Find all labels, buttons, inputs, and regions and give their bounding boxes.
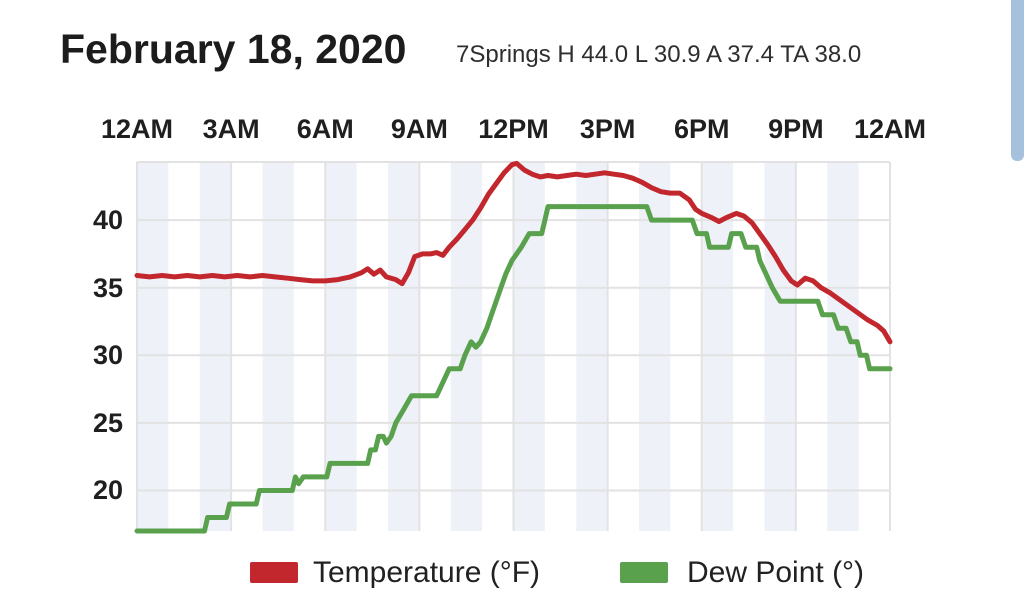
y-tick-label: 20 bbox=[92, 475, 123, 506]
x-tick-label: 9AM bbox=[390, 114, 448, 144]
x-tick-label: 9PM bbox=[768, 114, 824, 144]
y-tick-label: 25 bbox=[92, 407, 123, 438]
y-tick-label: 30 bbox=[92, 340, 123, 371]
hour-stripe bbox=[325, 162, 357, 531]
temperature-swatch-icon bbox=[250, 562, 298, 583]
scrollbar-thumb[interactable] bbox=[1011, 0, 1024, 161]
x-tick-label: 6AM bbox=[296, 114, 354, 144]
y-tick-label: 40 bbox=[92, 205, 123, 236]
dew-point-legend-label: Dew Point (°) bbox=[687, 556, 865, 589]
hour-stripe bbox=[262, 162, 294, 531]
page-title: February 18, 2020 bbox=[60, 26, 407, 72]
hour-stripe bbox=[137, 162, 169, 531]
x-tick-label: 3PM bbox=[579, 114, 636, 144]
x-tick-label: 12AM bbox=[853, 114, 927, 144]
hour-stripe bbox=[827, 162, 859, 531]
x-tick-label: 3AM bbox=[202, 114, 260, 144]
hour-stripe bbox=[576, 162, 608, 531]
hour-stripe bbox=[388, 162, 420, 531]
hour-stripe bbox=[639, 162, 671, 531]
x-tick-label: 6PM bbox=[673, 114, 730, 144]
y-tick-label: 35 bbox=[92, 272, 123, 303]
x-tick-label: 12AM bbox=[100, 114, 174, 144]
hour-stripe bbox=[513, 162, 545, 531]
x-tick-label: 12PM bbox=[478, 114, 549, 144]
hour-stripe bbox=[199, 162, 232, 531]
hour-stripe bbox=[764, 162, 796, 531]
temperature-line bbox=[134, 160, 893, 345]
dew-point-swatch-icon bbox=[620, 562, 668, 583]
station-summary: 7Springs H 44.0 L 30.9 A 37.4 TA 38.0 bbox=[456, 41, 862, 68]
dew-point-line bbox=[134, 204, 893, 534]
temperature-legend-label: Temperature (°F) bbox=[313, 556, 541, 589]
